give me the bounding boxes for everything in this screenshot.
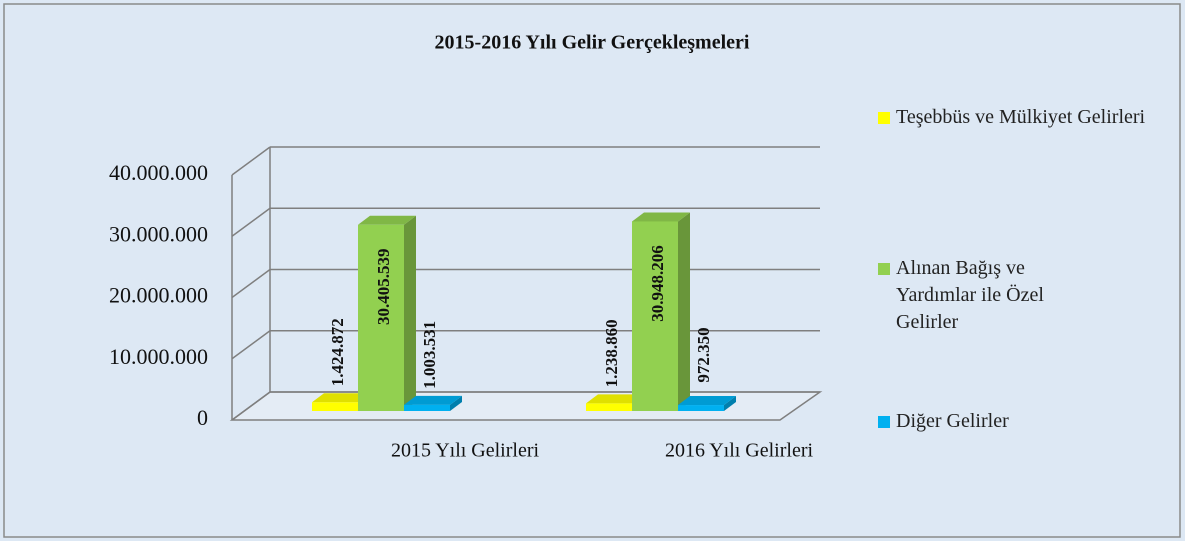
bar-top [678,396,736,406]
legend-item: Alınan Bağış ve Yardımlar ile Özel Gelir… [878,255,1158,336]
chart-title: 2015-2016 Yılı Gelir Gerçekleşmeleri [435,32,750,54]
bar [678,405,724,411]
y-tick-label: 20.000.000 [109,283,208,308]
y-tick-label: 30.000.000 [109,221,208,246]
legend-swatch [878,416,890,428]
grid-line [231,207,271,237]
y-tick-label: 40.000.000 [109,160,208,185]
bar [404,404,450,411]
data-label: 30.405.539 [374,249,393,326]
bar [312,402,358,411]
y-tick-label: 0 [197,405,208,430]
data-label: 30.948.206 [648,245,667,322]
data-label: 1.424.872 [328,318,347,386]
legend-swatch [878,263,890,275]
bar-top [632,212,690,222]
data-label: 1.238.860 [602,319,621,387]
grid-line [231,330,271,360]
bar [586,403,632,411]
bar [632,221,678,411]
legend-label: Teşebbüs ve Mülkiyet Gelirleri [896,106,1146,128]
grid-line [231,268,271,299]
grid-line [231,146,271,176]
bar [358,224,404,411]
bar-top [586,394,644,404]
legend-label: Diğer Gelirler [896,410,1009,432]
legend-item: Diğer Gelirler [878,408,1158,435]
bar-side [724,396,736,411]
legend-label: Alınan Bağış ve Yardımlar ile Özel Gelir… [896,257,1044,333]
bar-top [358,215,416,225]
chart-border [3,3,1181,538]
bar-side [404,215,416,411]
y-tick-label: 10.000.000 [109,344,208,369]
x-tick-label: 2016 Yılı Gelirleri [665,440,814,462]
bar-top [404,395,462,405]
bar-top [312,393,370,403]
x-tick-label: 2015 Yılı Gelirleri [391,440,540,462]
grid-line [231,391,271,421]
bar-side [450,395,462,411]
legend-swatch [878,112,890,124]
legend-item: Teşebbüs ve Mülkiyet Gelirleri [878,104,1158,131]
bar-side [678,212,690,411]
data-label: 1.003.531 [420,321,439,389]
data-label: 972.350 [694,327,713,382]
